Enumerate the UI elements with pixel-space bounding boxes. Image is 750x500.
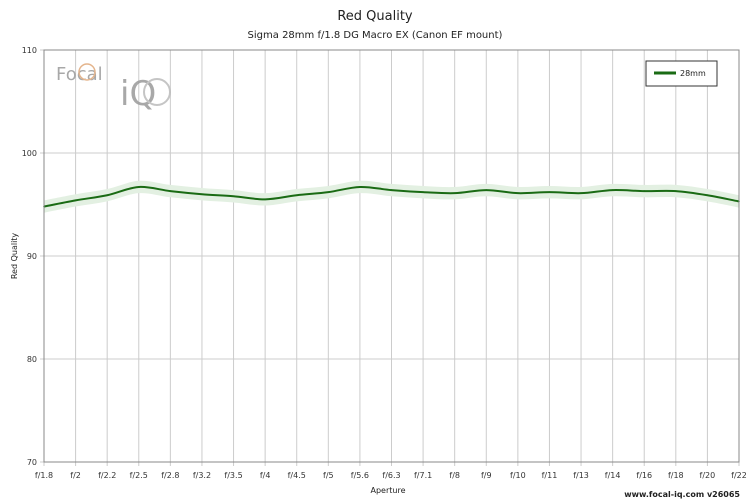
- chart-title: Red Quality: [337, 9, 413, 24]
- x-tick-label: f/9: [481, 471, 492, 480]
- data-point: [232, 195, 235, 198]
- legend: 28mm: [645, 60, 718, 87]
- x-tick-label: f/1.8: [35, 471, 53, 480]
- x-tick-label: f/18: [668, 471, 684, 480]
- y-tick-label: 90: [27, 252, 37, 261]
- plot-frame: [43, 49, 740, 463]
- data-point: [485, 189, 488, 191]
- x-tick-label: f/16: [636, 471, 652, 480]
- x-tick-label: f/13: [573, 471, 589, 480]
- x-tick-label: f/14: [605, 471, 621, 480]
- data-point: [201, 193, 203, 195]
- data-point: [675, 190, 677, 192]
- x-tick-label: f/7.1: [414, 471, 432, 480]
- data-point: [327, 191, 330, 193]
- y-tick-label: 100: [22, 149, 37, 158]
- data-point: [390, 189, 393, 191]
- y-tick-label: 70: [27, 458, 37, 467]
- data-point: [580, 192, 582, 194]
- legend-label: 28mm: [680, 69, 706, 78]
- x-tick-label: f/2.8: [161, 471, 179, 480]
- y-tick-label: 110: [22, 46, 37, 55]
- data-point: [359, 186, 361, 188]
- data-point: [264, 198, 266, 201]
- data-point: [611, 189, 614, 191]
- x-axis-label: Aperture: [370, 486, 405, 495]
- chart-subtitle: Sigma 28mm f/1.8 DG Macro EX (Canon EF m…: [248, 30, 503, 41]
- focal-iq-logo: Focal iQ: [56, 63, 171, 114]
- data-point: [74, 199, 77, 202]
- data-point: [453, 192, 456, 194]
- x-tick-labels: f/1.8 f/2 f/2.2 f/2.5 f/2.8 f/3.2 f/3.5 f/4 f/4.…: [35, 471, 747, 480]
- x-tick-label: f/2: [70, 471, 81, 480]
- data-point: [422, 191, 424, 193]
- x-tick-label: f/5: [323, 471, 334, 480]
- x-tick-label: f/3.5: [224, 471, 242, 480]
- footer-credit: www.focal-iq.com v26065: [624, 490, 740, 499]
- x-tick-label: f/2.2: [98, 471, 116, 480]
- y-axis-label: Red Quality: [10, 233, 19, 280]
- x-tick-label: f/8: [449, 471, 460, 480]
- confidence-band: [44, 180, 739, 213]
- y-tick-labels: 70 80 90 100 110: [22, 46, 37, 467]
- data-point: [548, 191, 551, 193]
- series-line-layer: [43, 185, 740, 208]
- logo-ring-icon: [78, 63, 96, 81]
- y-tick-label: 80: [27, 355, 37, 364]
- x-tick-label: f/6.3: [382, 471, 400, 480]
- x-tick-label: f/11: [542, 471, 558, 480]
- x-tick-label: f/2.5: [130, 471, 148, 480]
- logo-lens-icon: [143, 78, 171, 106]
- data-point: [169, 190, 172, 192]
- x-tick-label: f/5.6: [351, 471, 369, 480]
- data-point: [706, 194, 709, 197]
- data-point: [643, 190, 646, 192]
- data-point: [517, 192, 519, 194]
- x-tick-label: f/3.2: [193, 471, 211, 480]
- x-tick-label: f/22: [731, 471, 747, 480]
- confidence-band-layer: [44, 180, 739, 213]
- data-point: [137, 186, 140, 188]
- data-point: [295, 194, 298, 197]
- x-tick-label: f/20: [700, 471, 716, 480]
- data-point: [106, 194, 108, 197]
- x-tick-label: f/4.5: [288, 471, 306, 480]
- x-tick-label: f/10: [510, 471, 526, 480]
- x-tick-label: f/4: [260, 471, 271, 480]
